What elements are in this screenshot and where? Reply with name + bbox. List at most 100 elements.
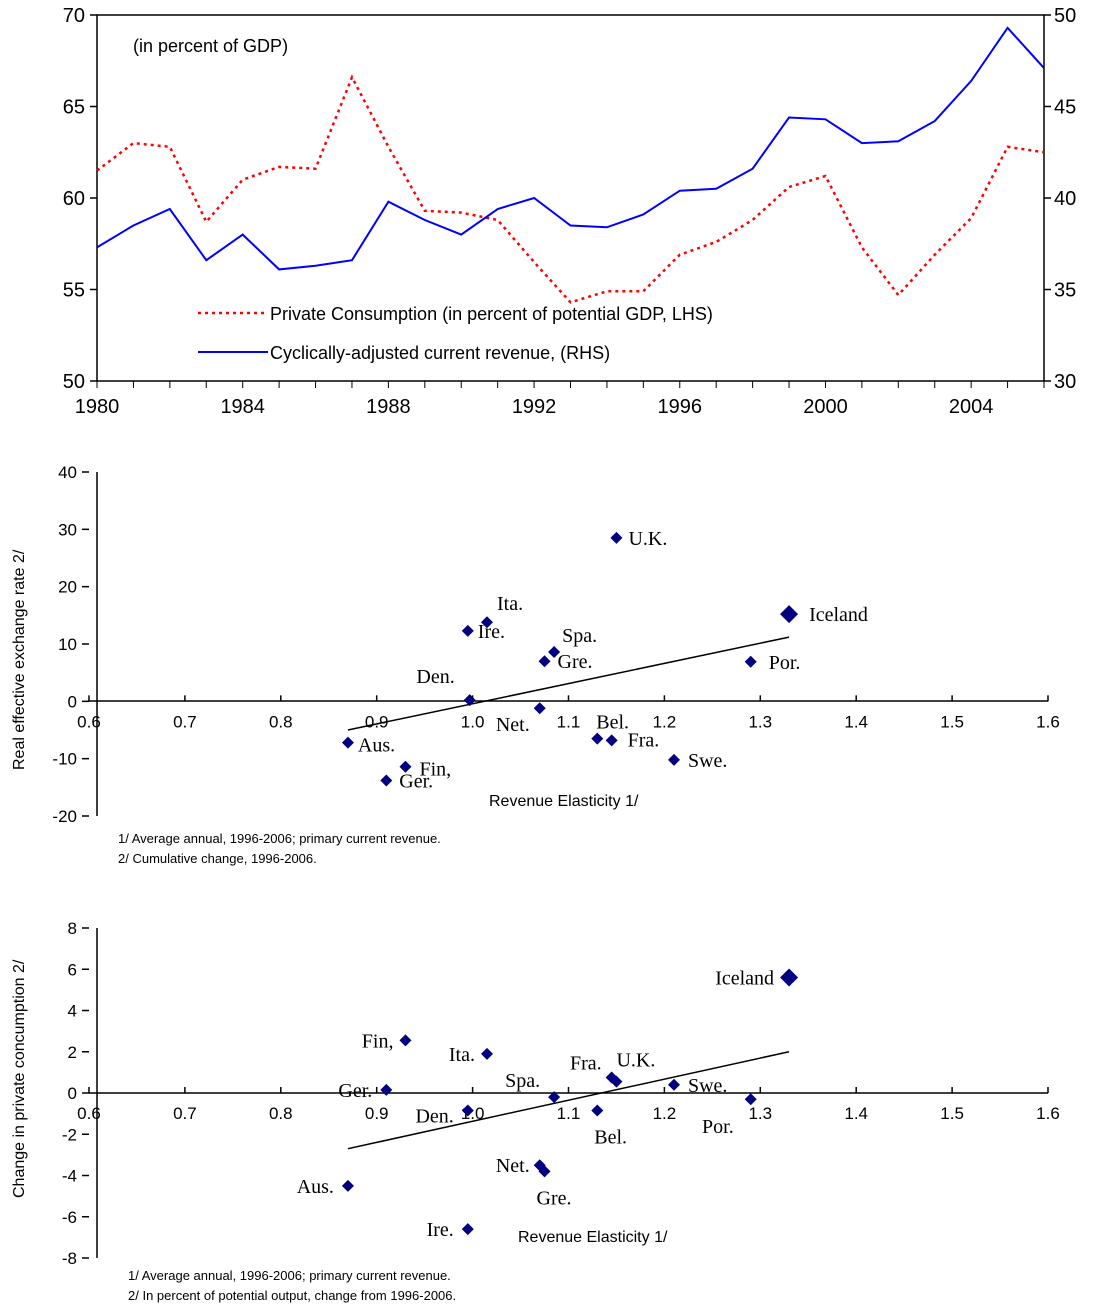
x-tick-label-2000: 2000 (803, 396, 848, 418)
x-tick-label-1996: 1996 (658, 396, 703, 418)
y-tick-label-30: 30 (58, 520, 77, 539)
point-marker-den (463, 694, 476, 707)
point-marker-gre (538, 655, 551, 668)
point-marker-ire (461, 624, 474, 637)
chart-3-trend-line (347, 1051, 790, 1150)
x-tick-label-0-7: 0.7 (173, 1104, 197, 1123)
y-tick-label-10: 10 (58, 635, 77, 654)
point-label-ita: Ita. (449, 1044, 475, 1066)
y-tick-label-40: 40 (58, 463, 77, 482)
point-marker-spa (548, 646, 561, 659)
x-tick-label-0-6: 0.6 (77, 1104, 101, 1123)
chart-3-footnote-2: 2/ In percent of potential output, chang… (128, 1288, 456, 1303)
point-marker-por (744, 1093, 757, 1106)
chart-1-y-left-ticks: 50 55 60 65 70 (63, 5, 97, 393)
chart-2-footnote-2: 2/ Cumulative change, 1996-2006. (118, 851, 317, 866)
x-tick-label-2004: 2004 (949, 396, 994, 418)
y-tick-label-4: -4 (62, 1167, 77, 1186)
y-right-tick-label-50: 50 (1054, 5, 1076, 27)
x-tick-label-0-9: 0.9 (365, 712, 389, 731)
x-tick-label-1-6: 1.6 (1036, 1104, 1060, 1123)
y-tick-label-2: 2 (68, 1043, 77, 1062)
chart-3-points (341, 968, 799, 1236)
chart-2-trend-line (347, 636, 790, 731)
point-label-ger: Ger. (399, 770, 433, 792)
x-tick-label-0-8: 0.8 (269, 712, 293, 731)
x-tick-label-0-8: 0.8 (269, 1104, 293, 1123)
y-right-tick-label-30: 30 (1054, 371, 1076, 393)
chart-2: -20 -10 0 10 20 30 40 0.6 0.7 0.8 0.9 1.0 1.1 1.2 1.3… (11, 463, 1060, 866)
x-tick-label-1980: 1980 (75, 396, 120, 418)
point-marker-u-k (610, 1075, 623, 1088)
chart-3-x-label: Revenue Elasticity 1/ (518, 1229, 668, 1246)
y-left-tick-label-55: 55 (63, 280, 85, 302)
x-tick-label-1-4: 1.4 (844, 712, 868, 731)
chart-1-y-right-ticks: 30 35 40 45 50 (1044, 5, 1076, 393)
x-tick-label-1-3: 1.3 (748, 1104, 772, 1123)
point-label-den: Den. (415, 1106, 453, 1128)
chart-3-y-label: Change in private concumption 2/ (11, 959, 28, 1198)
chart-2-x-label: Revenue Elasticity 1/ (489, 793, 639, 810)
x-tick-label-1-2: 1.2 (653, 1104, 677, 1123)
y-left-tick-label-65: 65 (63, 97, 85, 119)
x-tick-label-1-5: 1.5 (940, 712, 964, 731)
x-tick-label-1-1: 1.1 (557, 712, 581, 731)
point-marker-ger (380, 1083, 393, 1096)
chart-3-point-labels: Iceland Fin, Ita. Fra. U.K. Swe. Ger. Spa. Por. D… (297, 968, 774, 1242)
chart-2-footnote-1: 1/ Average annual, 1996-2006; primary cu… (118, 831, 441, 846)
point-label-gre: Gre. (537, 1187, 572, 1209)
point-marker-den (461, 1104, 474, 1117)
point-marker-iceland (780, 605, 799, 624)
point-marker-gre (538, 1165, 551, 1178)
point-label-u-k: U.K. (628, 528, 667, 550)
x-tick-label-1-0: 1.0 (461, 712, 485, 731)
chart-2-point-labels: U.K. Iceland Ita. Ire. Spa. Gre. Por. Den. Net. B… (358, 528, 868, 793)
point-label-fra: Fra. (628, 729, 660, 751)
x-tick-label-1-1: 1.1 (557, 1104, 581, 1123)
y-tick-label-20: 20 (58, 578, 77, 597)
y-left-tick-label-70: 70 (63, 5, 85, 27)
x-tick-label-0-6: 0.6 (77, 712, 101, 731)
point-label-por: Por. (702, 1116, 734, 1138)
chart-3-y-ticks: -8 -6 -4 -2 0 2 4 6 8 (62, 919, 89, 1268)
point-marker-net (533, 702, 546, 715)
point-marker-ita (480, 1047, 493, 1060)
point-marker-ita (480, 616, 493, 629)
x-tick-label-1992: 1992 (512, 396, 557, 418)
chart-2-points (341, 531, 799, 787)
point-marker-fra (605, 734, 618, 747)
point-label-swe: Swe. (688, 1075, 727, 1097)
y-tick-label-0: 0 (68, 692, 77, 711)
x-tick-label-1-5: 1.5 (940, 1104, 964, 1123)
point-label-fin: Fin, (419, 759, 451, 781)
x-tick-label-1-3: 1.3 (748, 712, 772, 731)
chart-1-annotation: (in percent of GDP) (133, 36, 288, 56)
series-line-revenue (96, 26, 1045, 271)
point-marker-u-k (610, 531, 623, 544)
point-marker-bel (591, 732, 604, 745)
chart-2-x-ticks: 0.6 0.7 0.8 0.9 1.0 1.1 1.2 1.3 1.4 1.5 1.6 (77, 695, 1060, 731)
point-label-u-k: U.K. (616, 1050, 655, 1072)
series-line-private-consumption (96, 74, 1045, 304)
chart-1: (in percent of GDP) 50 55 60 65 70 30 35 40 45 5… (63, 5, 1077, 418)
point-marker-spa (548, 1091, 561, 1104)
point-label-spa: Spa. (562, 625, 597, 647)
point-label-fin: Fin, (362, 1030, 394, 1052)
point-label-bel: Bel. (594, 1127, 627, 1149)
y-left-tick-label-60: 60 (63, 188, 85, 210)
x-tick-label-0-7: 0.7 (173, 712, 197, 731)
y-tick-label-20: -20 (52, 807, 77, 826)
point-label-iceland: Iceland (809, 604, 868, 626)
point-marker-swe (667, 753, 680, 766)
point-marker-por (744, 655, 757, 668)
point-marker-iceland (780, 968, 799, 987)
point-label-ger: Ger. (338, 1080, 372, 1102)
point-label-ire: Ire. (427, 1219, 454, 1241)
y-tick-label-10: -10 (52, 750, 77, 769)
point-label-bel: Bel. (596, 712, 629, 734)
x-tick-label-1-2: 1.2 (653, 712, 677, 731)
point-label-gre: Gre. (558, 651, 593, 673)
point-marker-ire (461, 1223, 474, 1236)
